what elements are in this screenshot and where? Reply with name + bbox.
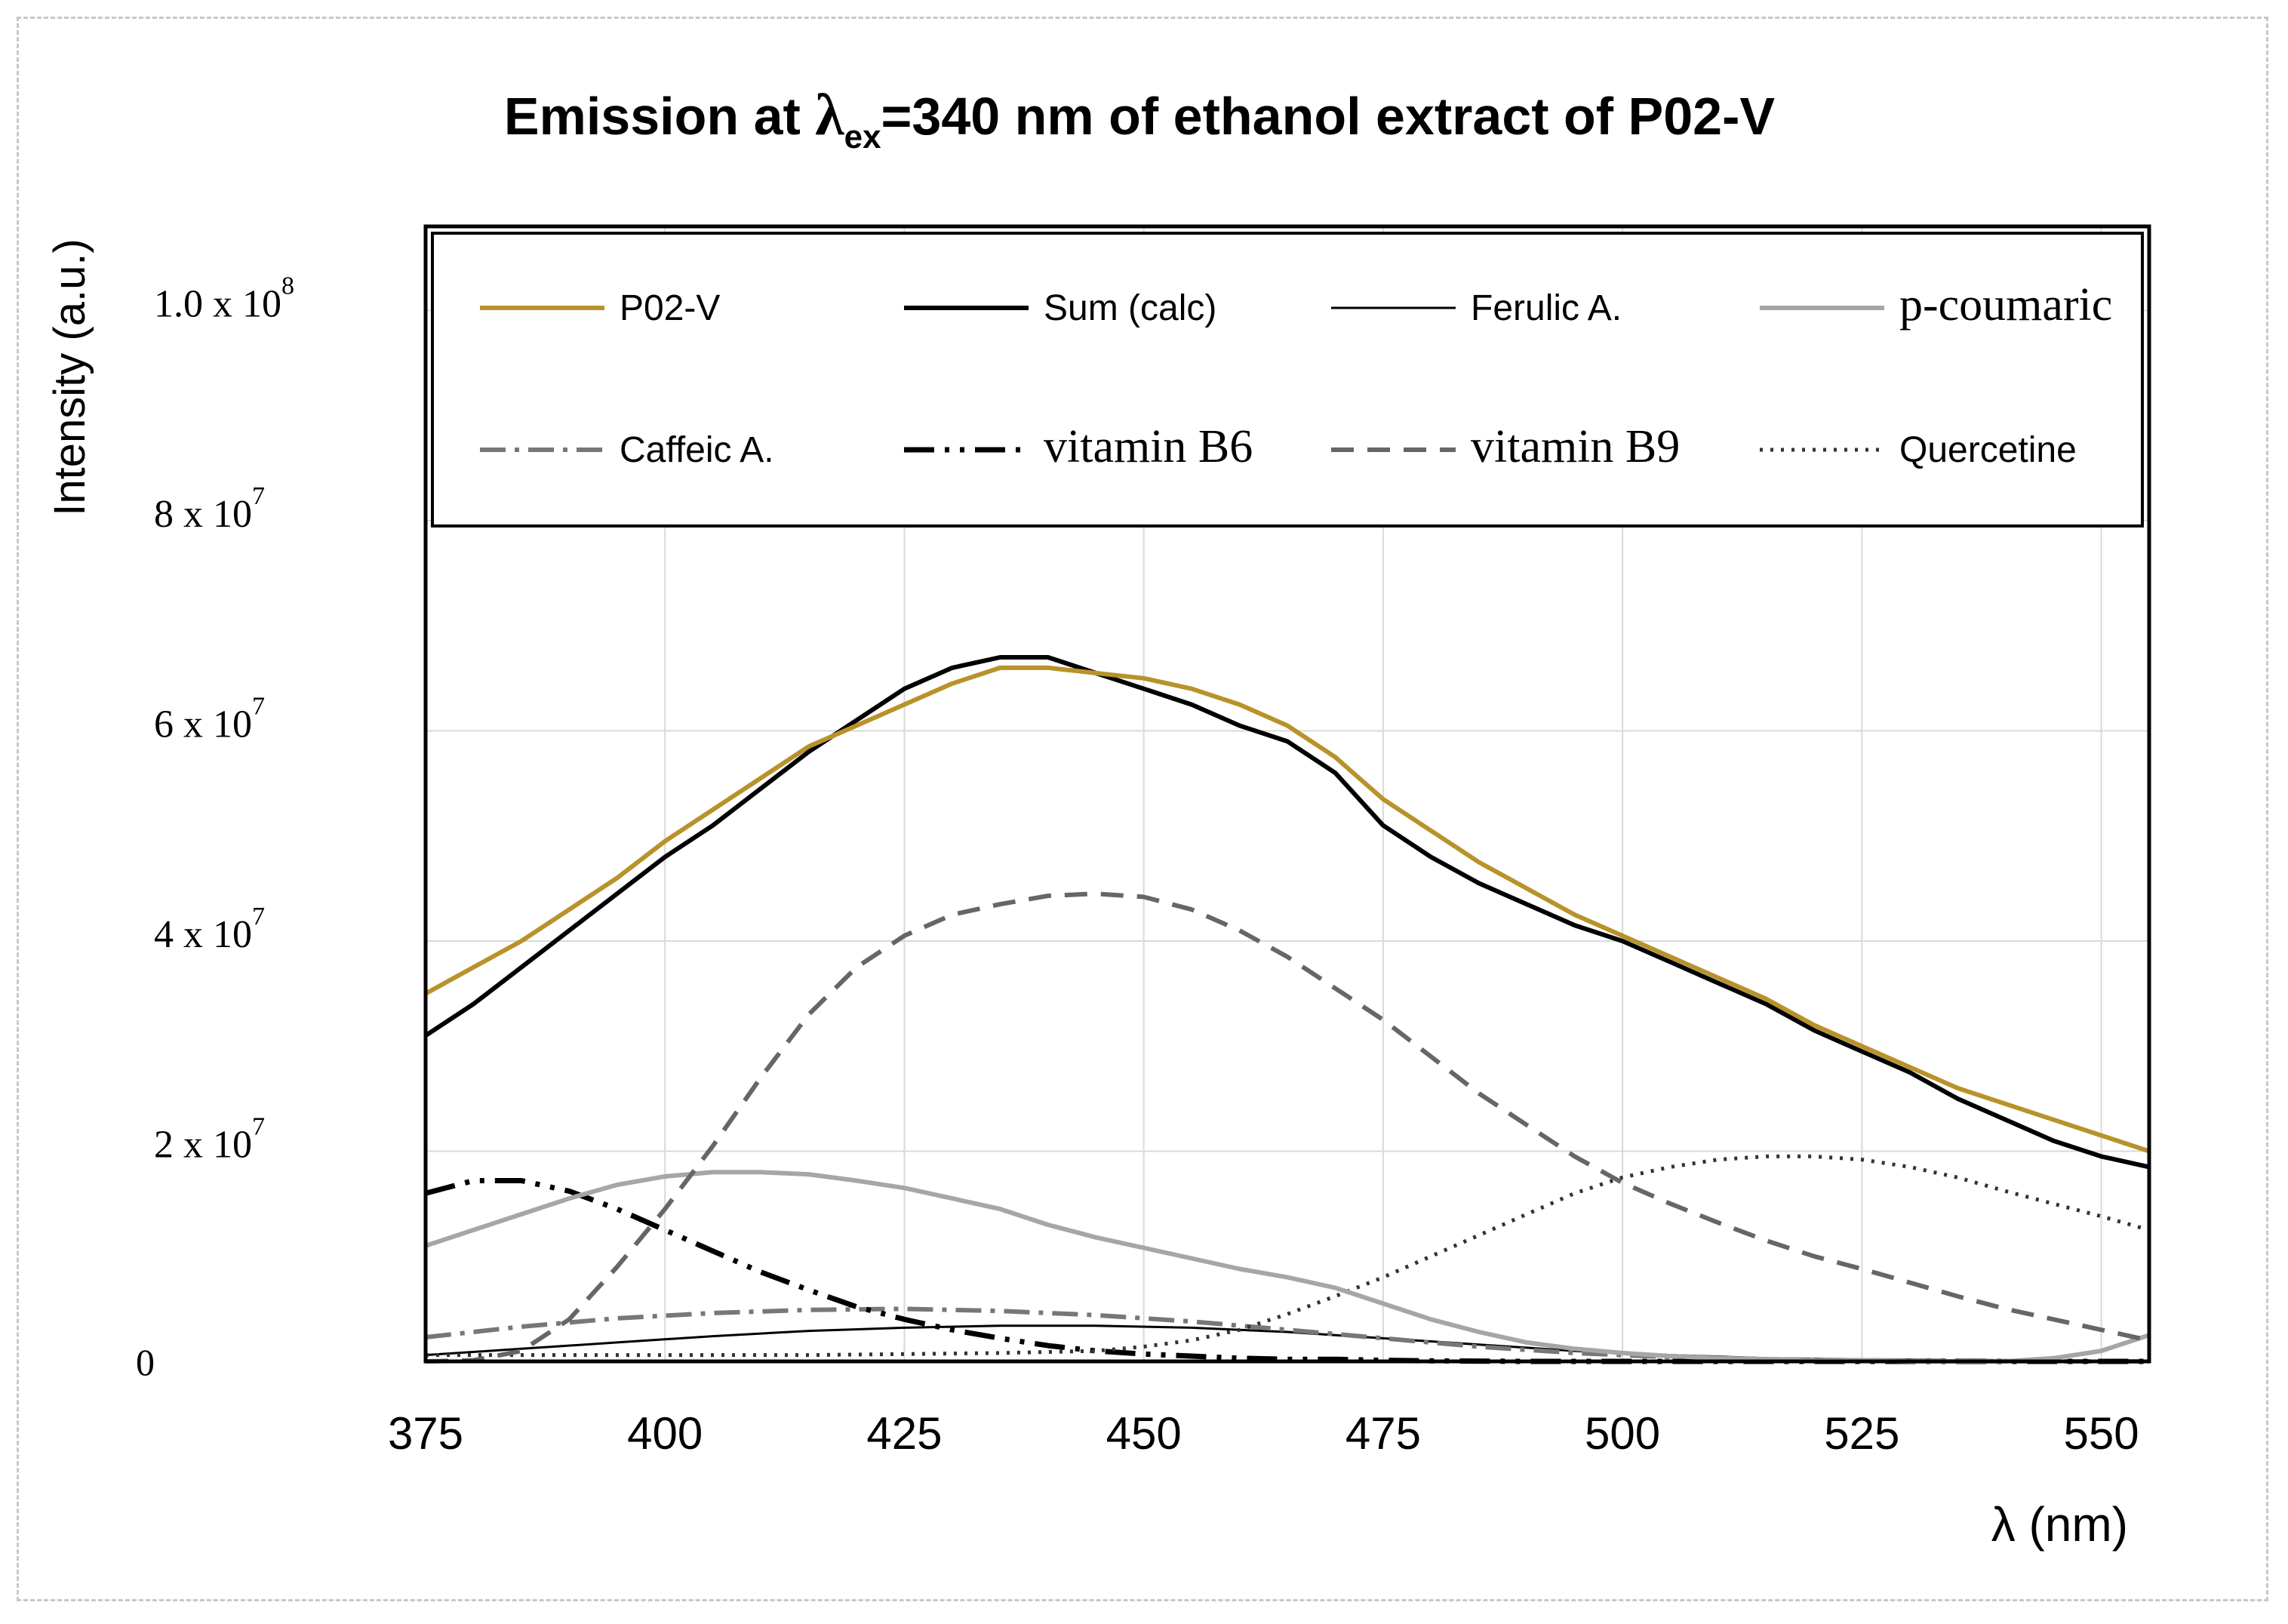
x-tick-label-525: 525 <box>1824 1408 1899 1459</box>
x-tick-label-400: 400 <box>627 1408 703 1459</box>
legend-label-ferulic-a: Ferulic A. <box>1471 288 1622 328</box>
series-layer <box>424 655 2150 1364</box>
x-tick-label-425: 425 <box>866 1408 942 1459</box>
y-tick-label-0: 0 <box>136 1341 155 1383</box>
y-tick-label: 8 x 107 <box>154 482 265 536</box>
plot-area-border <box>423 224 2151 1364</box>
legend-label-vitamin-b6: vitamin B6 <box>1044 421 1253 472</box>
legend-label-p02-v: P02-V <box>620 288 720 328</box>
y-tick-label: 1.0 x 108 <box>154 272 294 325</box>
legend-label-vitamin-b9: vitamin B9 <box>1471 421 1680 472</box>
series-line-caffeic-a <box>425 1306 2149 1364</box>
legend: P02-V Sum (calc) Ferulic A. p-coumaric Caffe… <box>480 279 2112 472</box>
legend-box <box>431 232 2144 527</box>
series-line-ferulic-a <box>425 1324 2150 1363</box>
series-line-p02-v <box>424 665 2150 1154</box>
chart-title: Emission at λex=340 nm of ethanol extrac… <box>504 82 1775 155</box>
x-axis-ticks: 375 400 425 450 475 500 525 550 <box>388 1408 2139 1459</box>
y-tick-label: 4 x 107 <box>154 903 265 956</box>
y-tick-label: 6 x 107 <box>154 692 265 746</box>
legend-label-sum-calc: Sum (calc) <box>1044 288 1216 328</box>
x-tick-label-375: 375 <box>388 1408 463 1459</box>
series-line-quercetine <box>426 1154 2150 1358</box>
legend-label-caffeic-a: Caffeic A. <box>620 430 774 470</box>
legend-label-quercetine: Quercetine <box>1899 430 2077 470</box>
x-axis-label: λ (nm) <box>1991 1497 2128 1552</box>
series-line-vitamin-b6 <box>425 1178 2149 1364</box>
y-tick-label: 2 x 107 <box>154 1112 265 1166</box>
x-tick-label-475: 475 <box>1345 1408 1421 1459</box>
y-axis-label: Intensity (a.u.) <box>45 238 94 515</box>
x-tick-label-450: 450 <box>1106 1408 1182 1459</box>
x-tick-label-550: 550 <box>2064 1408 2139 1459</box>
y-axis-ticks: 0 2 x 107 4 x 107 6 x 107 8 x 107 1.0 x 108 <box>136 272 294 1383</box>
legend-label-p-coumaric: p-coumaric <box>1899 279 2112 331</box>
series-line-vitamin-b9 <box>425 891 2150 1364</box>
x-tick-label-500: 500 <box>1585 1408 1660 1459</box>
figure-frame <box>17 17 2268 1601</box>
series-line-sum-calc <box>424 655 2150 1170</box>
